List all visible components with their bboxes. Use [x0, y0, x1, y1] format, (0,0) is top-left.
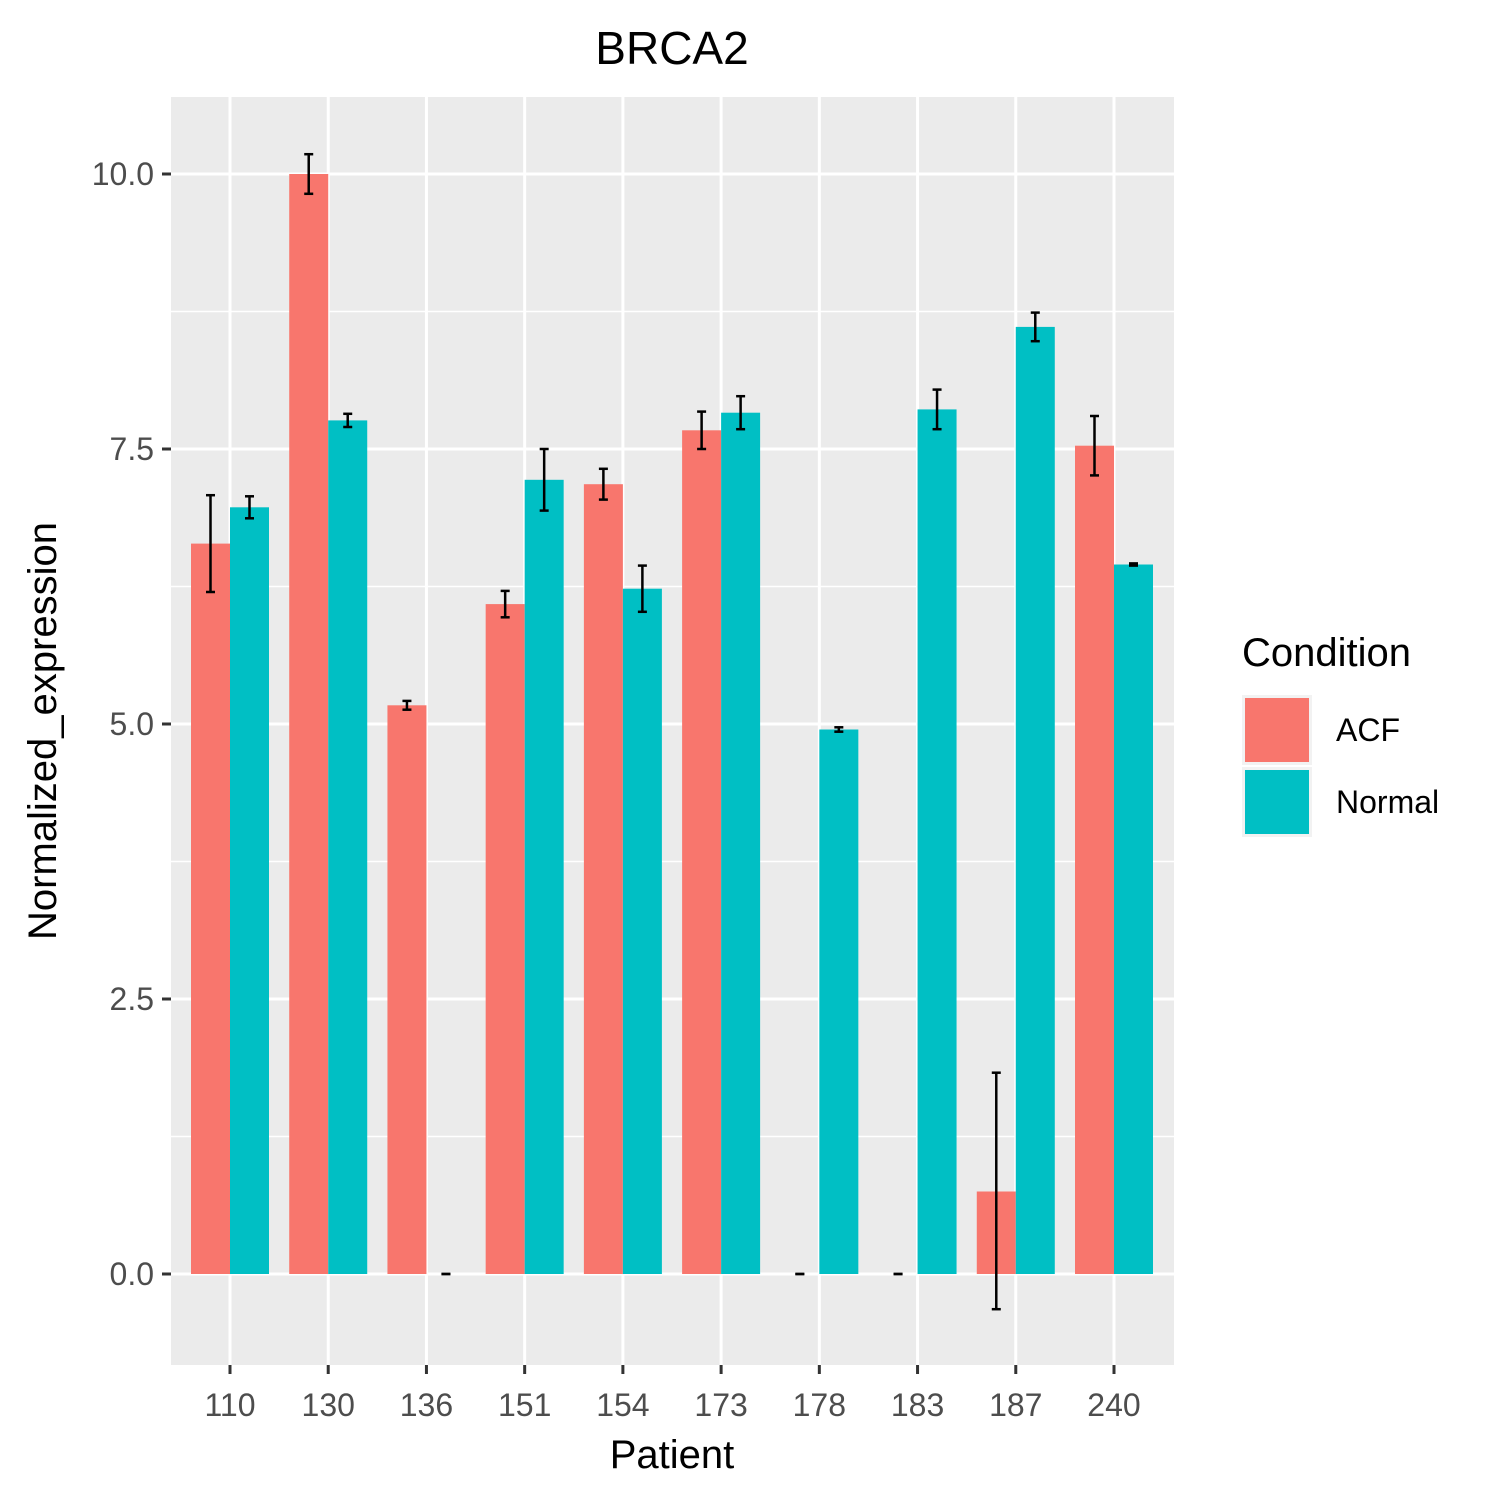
x-tick-label: 178 — [793, 1387, 846, 1423]
y-tick-label: 7.5 — [110, 431, 154, 467]
bar-normal-154 — [622, 588, 662, 1274]
bar-acf-240 — [1075, 445, 1114, 1274]
bar-normal-178 — [819, 729, 859, 1274]
x-tick-label: 187 — [989, 1387, 1042, 1423]
bar-normal-110 — [230, 507, 269, 1274]
bar-acf-110 — [191, 543, 230, 1274]
bars — [191, 174, 1153, 1274]
x-tick-label: 173 — [694, 1387, 747, 1423]
legend-key-normal — [1245, 770, 1309, 834]
y-axis: 0.0 2.5 5.0 7.5 10.0 — [92, 156, 171, 1292]
bar-normal-151 — [524, 479, 564, 1274]
x-tick-label: 130 — [302, 1387, 355, 1423]
chart-title: BRCA2 — [595, 22, 748, 74]
x-tick-label: 151 — [498, 1387, 551, 1423]
x-axis-title: Patient — [610, 1433, 735, 1477]
bar-acf-154 — [583, 484, 623, 1274]
bar-normal-130 — [328, 420, 368, 1274]
x-tick-label: 136 — [400, 1387, 453, 1423]
bar-acf-173 — [682, 430, 722, 1274]
legend-label-normal: Normal — [1336, 784, 1439, 820]
bar-normal-173 — [721, 412, 761, 1274]
legend-label-acf: ACF — [1336, 712, 1400, 748]
bar-normal-183 — [917, 409, 957, 1274]
y-tick-label: 0.0 — [110, 1256, 154, 1292]
legend-title: Condition — [1242, 631, 1411, 675]
bar-acf-130 — [289, 174, 329, 1274]
x-tick-label: 110 — [204, 1387, 255, 1423]
y-tick-label: 10.0 — [92, 156, 154, 192]
bar-normal-240 — [1114, 564, 1153, 1274]
y-axis-title: Normalized_expression — [21, 522, 65, 940]
legend: Condition ACF Normal — [1242, 631, 1439, 837]
x-axis: 110 130 136 151 154 173 178 183 187 240 — [204, 1365, 1141, 1423]
error-bars — [206, 152, 1138, 1311]
bar-acf-136 — [387, 705, 427, 1274]
x-tick-label: 183 — [891, 1387, 944, 1423]
y-tick-label: 5.0 — [110, 706, 154, 742]
x-tick-label: 240 — [1087, 1387, 1140, 1423]
bar-normal-187 — [1015, 326, 1055, 1274]
y-tick-label: 2.5 — [110, 981, 154, 1017]
bar-acf-151 — [485, 604, 525, 1274]
legend-key-acf — [1245, 698, 1309, 762]
x-tick-label: 154 — [596, 1387, 649, 1423]
